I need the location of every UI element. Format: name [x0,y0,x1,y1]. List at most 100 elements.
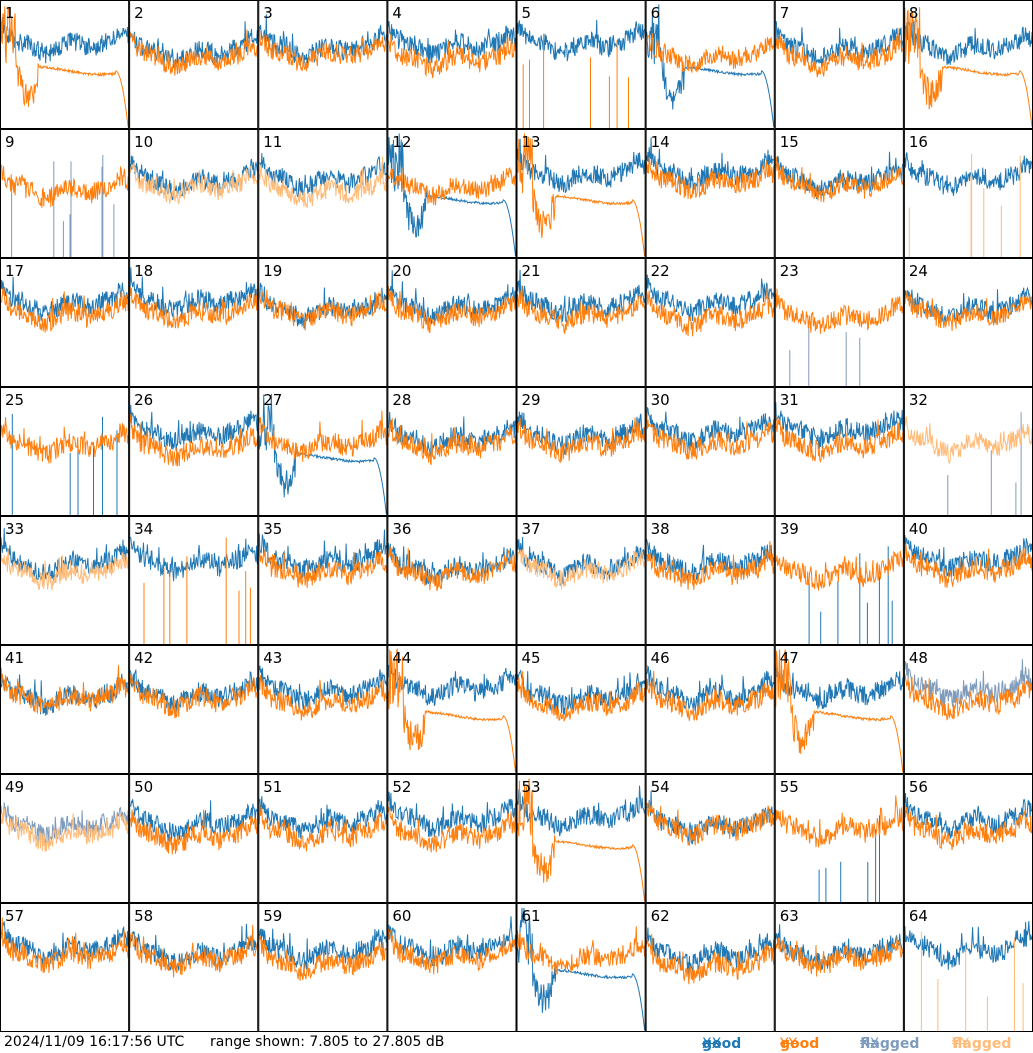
legend-good-xx-word: good [702,1036,742,1052]
series-xx-panel-62 [646,927,775,975]
panel-frame [516,258,646,387]
tile-panel-15: 15 [774,129,904,258]
legend-good-yy-word: good [780,1036,820,1052]
tile-label: 7 [780,4,790,22]
panel-frame [129,0,259,129]
series-xx-panel-5 [517,19,646,62]
tile-label: 13 [522,133,541,151]
series-yy-panel-34 [143,537,251,645]
tile-label: 34 [134,520,153,538]
tile-panel-51: 51 [258,774,388,903]
tile-panel-35: 35 [258,516,388,645]
series-xx-panel-12 [387,133,516,257]
tile-label: 29 [522,391,541,409]
panel-frame [0,387,130,516]
series-xx-panel-54 [646,790,774,845]
series-xx-panel-44 [387,661,516,706]
tile-label: 37 [522,520,541,538]
series-yy-panel-35 [258,547,387,589]
tile-panel-37: 37 [516,516,646,645]
tile-label: 43 [263,649,282,667]
tile-label: 3 [263,4,273,22]
panel-frame [516,516,646,645]
tile-label: 61 [522,907,541,925]
tile-label: 57 [5,907,24,925]
tile-label: 22 [651,262,670,280]
tile-label: 38 [651,520,670,538]
series-yy-panel-47 [775,649,904,773]
series-yy-panel-29 [517,417,646,463]
series-yy-panel-6 [646,33,775,74]
panel-frame [774,774,904,903]
panel-frame [258,258,388,387]
tile-label: 11 [263,133,282,151]
series-xx-panel-45 [517,669,646,715]
series-yy-panel-15 [775,156,904,203]
tile-panel-53: 53 [516,774,646,903]
series-yy-panel-17 [1,287,129,333]
tile-label: 64 [909,907,928,925]
tile-panel-26: 26 [129,387,259,516]
series-yy-panel-30 [646,412,775,461]
tile-panel-40: 40 [903,516,1033,645]
panel-frame [645,258,775,387]
tile-label: 49 [5,778,24,796]
panel-frame [774,0,904,129]
series-yy-panel-61 [517,926,646,975]
tile-panel-3: 3 [258,0,388,129]
series-yy-panel-14 [646,156,775,200]
tile-panel-12: 12 [387,129,517,258]
panel-frame [258,0,388,129]
series-yy-panel-1 [0,6,129,128]
series-xx-panel-51 [258,796,387,839]
tile-panel-59: 59 [258,903,388,1032]
tile-panel-4: 4 [387,0,517,129]
tile-panel-60: 60 [387,903,517,1032]
series-yy-panel-10 [129,162,258,205]
tile-panel-33: 33 [0,516,130,645]
panel-frame [129,129,259,258]
series-yy-panel-46 [646,670,775,721]
tile-panel-24: 24 [903,258,1033,387]
tile-panel-8: 8 [903,0,1033,129]
tile-panel-18: 18 [129,258,259,387]
tile-label: 23 [780,262,799,280]
series-xx-panel-35 [258,529,387,579]
series-xx-panel-61 [517,907,646,1031]
series-xx-panel-25 [11,413,118,516]
series-yy-panel-36 [387,545,516,592]
tile-panel-32: 32 [903,387,1033,516]
series-xx-panel-23 [789,320,861,387]
series-yy-panel-56 [904,804,1033,851]
series-yy-panel-9 [0,164,129,208]
tile-label: 12 [392,133,411,151]
series-yy-panel-32 [904,416,1033,465]
tile-panel-29: 29 [516,387,646,516]
panel-frame [258,516,388,645]
series-yy-panel-31 [775,415,904,464]
series-yy-panel-43 [258,675,387,721]
series-yy-panel-55 [775,795,904,848]
panel-frame [258,129,388,258]
tile-label: 35 [263,520,282,538]
legend-flagged-xx-pol: XX [860,1036,880,1052]
tile-panel-52: 52 [387,774,517,903]
series-yy-panel-5 [522,33,629,129]
series-yy-panel-22 [646,283,775,337]
series-yy-panel-7 [775,27,904,78]
panel-frame [129,645,259,774]
tile-panel-25: 25 [0,387,130,516]
series-yy-panel-63 [775,936,904,977]
panel-frame [645,387,775,516]
range-label: range shown: 7.805 to 27.805 dB [210,1034,445,1050]
tile-label: 15 [780,133,799,151]
tile-label: 46 [651,649,670,667]
tile-label: 20 [392,262,411,280]
series-yy-panel-57 [0,917,129,973]
tile-label: 60 [392,907,411,925]
series-xx-panel-57 [0,920,129,965]
tile-panel-43: 43 [258,645,388,774]
tile-label: 36 [392,520,411,538]
series-yy-panel-8 [904,7,1033,128]
tile-label: 17 [5,262,24,280]
